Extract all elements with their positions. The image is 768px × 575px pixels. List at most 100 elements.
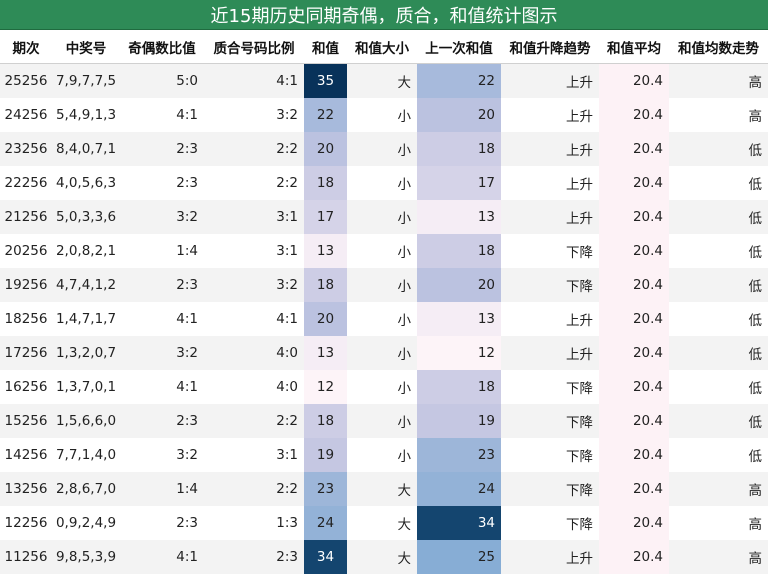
table-cell: 下降: [566, 279, 593, 295]
table-cell: 1:4: [176, 243, 198, 259]
table-cell: 低: [748, 211, 763, 227]
table-cell: 11256: [4, 549, 48, 565]
heat-cell: 18: [304, 166, 347, 200]
table-cell: 上升: [566, 109, 593, 125]
column-header: 和值平均: [607, 41, 661, 57]
table-cell: 4,7,4,1,2: [55, 277, 117, 293]
table-cell: 低: [748, 279, 763, 295]
table-cell: 高: [748, 551, 763, 567]
table-cell: 1:4: [176, 481, 198, 497]
table-cell: 20.4: [599, 438, 669, 472]
table-cell: 3:2: [176, 209, 198, 225]
column-header: 上一次和值: [425, 41, 493, 57]
table-cell: 上升: [566, 551, 593, 567]
table-cell: 大: [397, 551, 412, 567]
heat-cell: 18: [304, 404, 347, 438]
table-cell: 20.4: [599, 336, 669, 370]
table-cell: 2:3: [176, 277, 198, 293]
table-cell: 低: [748, 449, 763, 465]
table-cell: 13256: [4, 481, 48, 497]
table-cell: 14256: [4, 447, 48, 463]
table-cell: 下降: [566, 415, 593, 431]
table-cell: 20.4: [599, 472, 669, 506]
table-cell: 22256: [4, 175, 48, 191]
table-cell: 低: [748, 177, 763, 193]
table-cell: 高: [748, 75, 763, 91]
table-cell: 1,4,7,1,7: [55, 311, 117, 327]
column-header: 奇偶数比值: [128, 41, 196, 57]
header-divider: [0, 63, 768, 64]
table-cell: 上升: [566, 143, 593, 159]
table-cell: 4:1: [176, 311, 198, 327]
column-header: 期次: [12, 41, 40, 57]
table-cell: 20.4: [599, 234, 669, 268]
table-cell: 24256: [4, 107, 48, 123]
heat-cell: 13: [417, 302, 501, 336]
table-cell: 20.4: [599, 200, 669, 234]
table-cell: 小: [397, 245, 412, 261]
heat-cell: 13: [304, 336, 347, 370]
heat-cell: 17: [417, 166, 501, 200]
table-cell: 小: [397, 449, 412, 465]
table-cell: 2,0,8,2,1: [55, 243, 117, 259]
table-cell: 高: [748, 483, 763, 499]
table-cell: 15256: [4, 413, 48, 429]
table-cell: 下降: [566, 517, 593, 533]
table-cell: 小: [397, 381, 412, 397]
heat-cell: 35: [304, 64, 347, 98]
table-cell: 20.4: [599, 404, 669, 438]
table-cell: 19256: [4, 277, 48, 293]
table-cell: 大: [397, 75, 412, 91]
table-cell: 8,4,0,7,1: [55, 141, 117, 157]
table-cell: 小: [397, 279, 412, 295]
table-cell: 3:1: [276, 209, 298, 225]
heat-cell: 25: [417, 540, 501, 574]
table-cell: 4:1: [176, 107, 198, 123]
table-cell: 2:2: [276, 413, 298, 429]
table-cell: 2:3: [176, 413, 198, 429]
table-cell: 大: [397, 517, 412, 533]
table-cell: 小: [397, 109, 412, 125]
table-cell: 低: [748, 347, 763, 363]
heat-cell: 20: [304, 302, 347, 336]
table-cell: 下降: [566, 483, 593, 499]
table-cell: 下降: [566, 449, 593, 465]
heat-cell: 17: [304, 200, 347, 234]
table-cell: 4:1: [276, 73, 298, 89]
heat-cell: 18: [417, 132, 501, 166]
table-cell: 20.4: [599, 64, 669, 98]
column-header: 和值: [312, 41, 339, 57]
table-cell: 3:2: [276, 277, 298, 293]
table-cell: 1:3: [276, 515, 298, 531]
table-cell: 小: [397, 347, 412, 363]
table-cell: 下降: [566, 245, 593, 261]
table-cell: 2:2: [276, 481, 298, 497]
column-header: 和值均数走势: [678, 41, 759, 57]
table-cell: 20.4: [599, 98, 669, 132]
heat-cell: 19: [304, 438, 347, 472]
table-cell: 20.4: [599, 302, 669, 336]
table-cell: 3:1: [276, 447, 298, 463]
heat-cell: 18: [417, 234, 501, 268]
table-cell: 上升: [566, 75, 593, 91]
table-cell: 0,9,2,4,9: [55, 515, 117, 531]
table-cell: 9,8,5,3,9: [55, 549, 117, 565]
heat-cell: 13: [304, 234, 347, 268]
table-cell: 18256: [4, 311, 48, 327]
table-cell: 1,3,7,0,1: [55, 379, 117, 395]
table-cell: 7,9,7,7,5: [55, 73, 117, 89]
table-cell: 下降: [566, 381, 593, 397]
heat-cell: 34: [417, 506, 501, 540]
table-title: 近15期历史同期奇偶，质合，和值统计图示: [0, 0, 768, 30]
table-cell: 20.4: [599, 166, 669, 200]
stats-table: 期次 中奖号 奇偶数比值 质合号码比例 和值 和值大小 上一次和值 和值升降趋势 和值平均 和值均…: [0, 30, 768, 575]
column-header: 和值升降趋势: [509, 41, 591, 57]
heat-cell: 19: [417, 404, 501, 438]
table-cell: 2:2: [276, 141, 298, 157]
table-cell: 2:3: [176, 515, 198, 531]
table-cell: 小: [397, 211, 412, 227]
column-header: 质合号码比例: [213, 41, 295, 57]
table-cell: 低: [748, 313, 763, 329]
table-cell: 上升: [566, 313, 593, 329]
heat-cell: 12: [417, 336, 501, 370]
